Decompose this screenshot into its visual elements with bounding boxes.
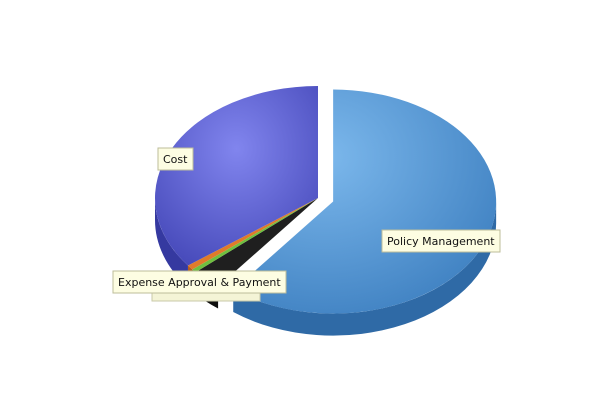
- pie-label-0: Policy Management: [387, 235, 495, 248]
- pie-label-4: Cost: [163, 153, 188, 166]
- pie-label-box-0: [381, 229, 501, 253]
- pie-labels: Policy Management Expense Approval & Paym…: [112, 147, 501, 302]
- pie-slice-0[interactable]: [233, 89, 497, 314]
- pie-slice-4[interactable]: [154, 86, 318, 266]
- pie-slices: [154, 86, 497, 336]
- pie-slice-side-4-0: [155, 198, 188, 288]
- pie-label-box-4: [157, 147, 194, 171]
- pie-slice-2[interactable]: [192, 198, 318, 273]
- pie-label-1: Expense Approval & Payment: [118, 276, 281, 289]
- pie-slice-side-0-0: [233, 201, 497, 336]
- pie-slice-3[interactable]: [187, 198, 318, 270]
- pie-slice-1[interactable]: [195, 198, 318, 287]
- pie-label-box-1: [112, 270, 287, 294]
